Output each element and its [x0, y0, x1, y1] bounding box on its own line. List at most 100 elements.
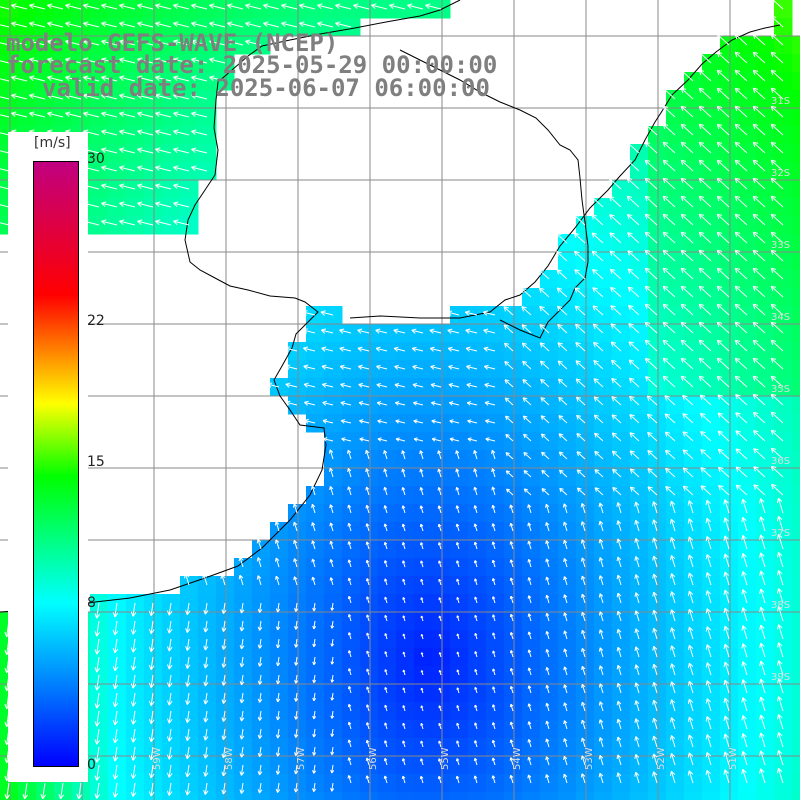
- wind-arrow: [777, 642, 784, 658]
- wind-arrow: [716, 249, 730, 262]
- wind-arrow: [545, 702, 550, 712]
- wind-arrow: [687, 644, 694, 658]
- wind-arrow: [559, 487, 568, 496]
- wind-cell: [0, 90, 19, 109]
- wind-arrow: [0, 222, 10, 226]
- wind-arrow: [347, 486, 352, 496]
- wind-cell: [450, 774, 469, 793]
- wind-cell: [594, 756, 613, 775]
- wind-arrow: [401, 775, 406, 784]
- wind-cell: [792, 378, 800, 397]
- wind-arrow: [753, 429, 766, 442]
- wind-arrow: [185, 656, 191, 669]
- wind-arrow: [610, 286, 622, 298]
- wind-cell: [684, 774, 703, 793]
- wind-cell: [162, 162, 181, 181]
- wind-arrow: [310, 485, 316, 496]
- wind-arrow: [594, 432, 604, 442]
- wind-cell: [306, 396, 325, 415]
- wind-cell: [432, 666, 451, 685]
- wind-arrow: [670, 609, 676, 622]
- wind-arrow: [438, 578, 442, 586]
- wind-cell: [486, 720, 505, 739]
- wind-arrow: [581, 593, 586, 604]
- wind-arrow: [167, 620, 173, 634]
- wind-cell: [720, 594, 739, 613]
- wind-arrow: [330, 728, 335, 737]
- wind-arrow: [562, 503, 568, 514]
- wind-cell: [468, 324, 487, 343]
- wind-cell: [792, 180, 800, 199]
- wind-arrow: [185, 710, 191, 723]
- wind-cell: [540, 504, 559, 523]
- wind-arrow: [456, 722, 460, 730]
- wind-arrow: [680, 321, 694, 334]
- wind-arrow: [687, 680, 694, 694]
- wind-arrow: [527, 595, 532, 604]
- wind-arrow: [431, 437, 442, 442]
- wind-arrow: [652, 609, 658, 622]
- wind-cell: [414, 720, 433, 739]
- wind-arrow: [541, 451, 550, 460]
- wind-cell: [144, 792, 163, 800]
- wind-arrow: [492, 704, 496, 712]
- wind-cell: [666, 756, 685, 775]
- wind-cell: [486, 594, 505, 613]
- wind-arrow: [474, 596, 478, 604]
- wind-arrow: [652, 573, 658, 586]
- wind-arrow: [628, 304, 640, 316]
- wind-cell: [306, 522, 325, 541]
- wind-arrow: [137, 75, 154, 82]
- wind-cell: [288, 342, 307, 361]
- wind-arrow: [759, 768, 766, 784]
- wind-cell: [414, 702, 433, 721]
- latitude-label: 35S: [771, 384, 790, 395]
- wind-arrow: [431, 419, 442, 424]
- wind-cell: [792, 630, 800, 649]
- wind-arrow: [523, 433, 532, 442]
- wind-arrow: [716, 69, 730, 82]
- wind-arrow: [209, 3, 226, 10]
- wind-arrow: [680, 105, 694, 118]
- wind-cell: [738, 756, 757, 775]
- wind-cell: [558, 612, 577, 631]
- wind-arrow: [556, 305, 568, 316]
- wind-cell: [576, 540, 595, 559]
- wind-arrow: [576, 451, 586, 460]
- wind-arrow: [0, 114, 10, 118]
- wind-arrow: [741, 768, 748, 784]
- wind-cell: [306, 0, 325, 19]
- wind-cell: [648, 702, 667, 721]
- wind-arrow: [11, 21, 28, 28]
- wind-arrow: [545, 522, 550, 532]
- wind-arrow: [717, 394, 730, 406]
- wind-cell: [504, 774, 523, 793]
- wind-cell: [486, 666, 505, 685]
- wind-arrow: [185, 638, 191, 651]
- wind-arrow: [303, 382, 316, 388]
- wind-arrow: [320, 310, 334, 316]
- wind-arrow: [770, 123, 784, 136]
- wind-arrow: [558, 451, 568, 460]
- wind-cell: [756, 540, 775, 559]
- wind-cell: [774, 702, 793, 721]
- wind-arrow: [239, 728, 245, 740]
- wind-arrow: [563, 755, 568, 766]
- wind-cell: [414, 504, 433, 523]
- wind-cell: [756, 648, 775, 667]
- wind-cell: [504, 522, 523, 541]
- wind-arrow: [191, 21, 208, 28]
- wind-cell: [378, 702, 397, 721]
- wind-arrow: [401, 468, 406, 478]
- wind-arrow: [148, 764, 155, 779]
- longitude-label: 52W: [656, 747, 667, 770]
- wind-arrow: [203, 710, 209, 723]
- wind-cell: [108, 144, 127, 163]
- wind-arrow: [634, 771, 640, 784]
- wind-cell: [360, 504, 379, 523]
- wind-arrow: [752, 159, 766, 172]
- wind-arrow: [759, 606, 766, 622]
- wind-arrow: [383, 523, 388, 532]
- wind-arrow: [545, 648, 550, 658]
- wind-cell: [396, 684, 415, 703]
